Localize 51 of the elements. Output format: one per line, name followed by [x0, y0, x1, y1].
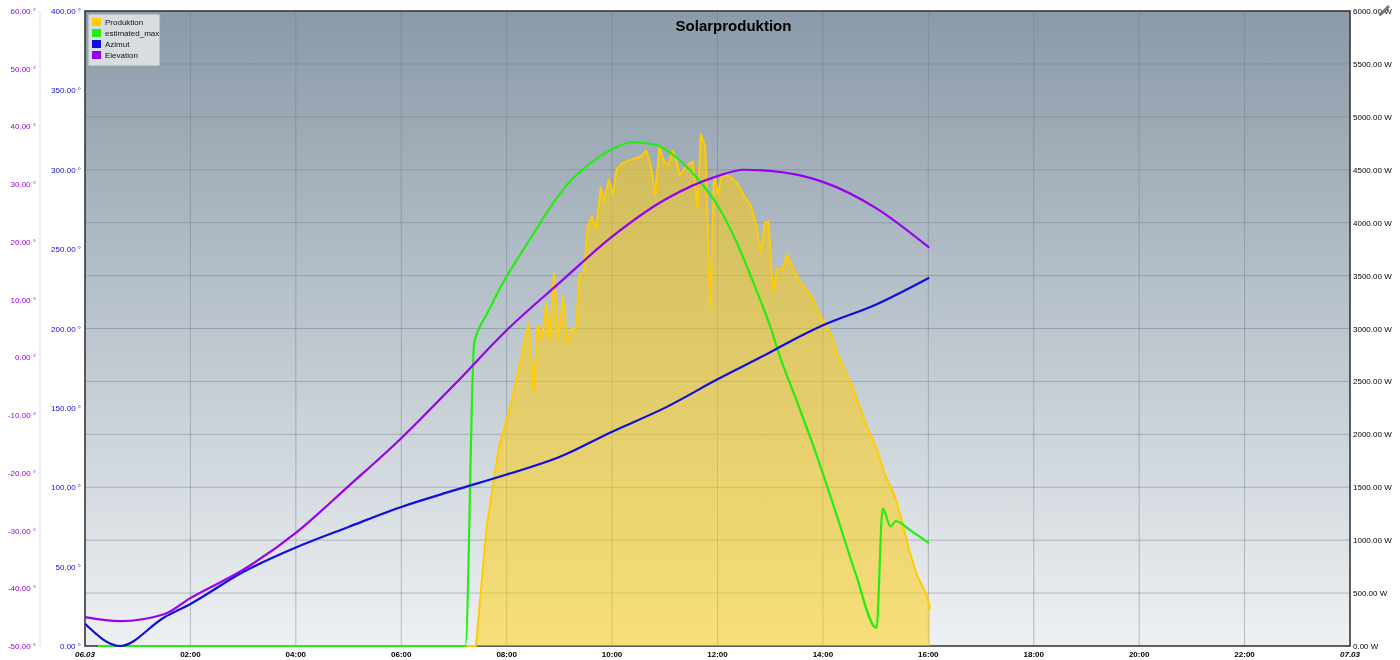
y2-tick-label: 4000.00 W [1353, 218, 1393, 228]
x-tick-label: 08:00 [496, 650, 518, 659]
y-tick-label: 400.00 ° [51, 7, 81, 16]
y2-tick-label: 0.00 W [1353, 642, 1379, 651]
y3-tick-label: 50.00 ° [10, 64, 36, 74]
y3-tick-label: 10.00 ° [10, 295, 36, 305]
y-tick-label: 0.00 ° [60, 642, 81, 651]
y-tick-label: 50.00 ° [55, 562, 81, 572]
legend-label: Produktion [105, 18, 144, 27]
y2-tick-label: 2500.00 W [1353, 377, 1393, 387]
x-tick-label: 14:00 [812, 650, 834, 659]
y2-tick-label: 5000.00 W [1353, 112, 1393, 122]
y2-tick-label: 500.00 W [1353, 589, 1388, 599]
y-tick-label: 350.00 ° [51, 86, 81, 96]
y3-tick-label: -50.00 ° [7, 642, 36, 651]
y2-tick-label: 2000.00 W [1353, 430, 1393, 440]
y2-tick-label: 4500.00 W [1353, 165, 1393, 175]
legend-label: Elevation [105, 51, 138, 60]
y2-tick-label: 1000.00 W [1353, 536, 1393, 546]
x-tick-label: 04:00 [285, 650, 307, 659]
x-tick-label: 20:00 [1128, 650, 1150, 659]
y2-tick-label: 3500.00 W [1353, 271, 1393, 281]
y-tick-label: 200.00 ° [51, 324, 81, 334]
chart-title: Solarproduktion [675, 17, 792, 34]
y-tick-label: 250.00 ° [51, 245, 81, 255]
y3-tick-label: 30.00 ° [10, 180, 36, 190]
y2-tick-label: 5500.00 W [1353, 59, 1393, 69]
y-tick-label: 150.00 ° [51, 403, 81, 413]
x-tick-label: 22:00 [1234, 650, 1256, 659]
y-tick-label: 300.00 ° [51, 165, 81, 175]
y3-tick-label: 40.00 ° [10, 122, 36, 132]
x-tick-label: 16:00 [918, 650, 940, 659]
x-tick-label: 06.03 [74, 650, 96, 659]
y2-tick-label: 1500.00 W [1353, 483, 1393, 493]
x-tick-label: 10:00 [601, 650, 623, 659]
legend-label: estimated_max [105, 29, 160, 38]
y3-tick-label: -10.00 ° [7, 411, 36, 421]
legend-label: Azimut [105, 40, 131, 49]
x-tick-label: 12:00 [707, 650, 729, 659]
x-tick-label: 07.03 [1339, 650, 1361, 659]
x-tick-label: 02:00 [180, 650, 202, 659]
y3-tick-label: -40.00 ° [7, 584, 36, 594]
y2-tick-label: 3000.00 W [1353, 324, 1393, 334]
y3-tick-label: 0.00 ° [15, 353, 36, 363]
y3-tick-label: 20.00 ° [10, 237, 36, 247]
y3-tick-label: -30.00 ° [7, 526, 36, 536]
y-tick-label: 100.00 ° [51, 483, 81, 493]
y3-tick-label: 60.00 ° [10, 7, 36, 16]
x-tick-label: 06:00 [391, 650, 413, 659]
y3-tick-label: -20.00 ° [7, 468, 36, 478]
x-tick-label: 18:00 [1023, 650, 1045, 659]
